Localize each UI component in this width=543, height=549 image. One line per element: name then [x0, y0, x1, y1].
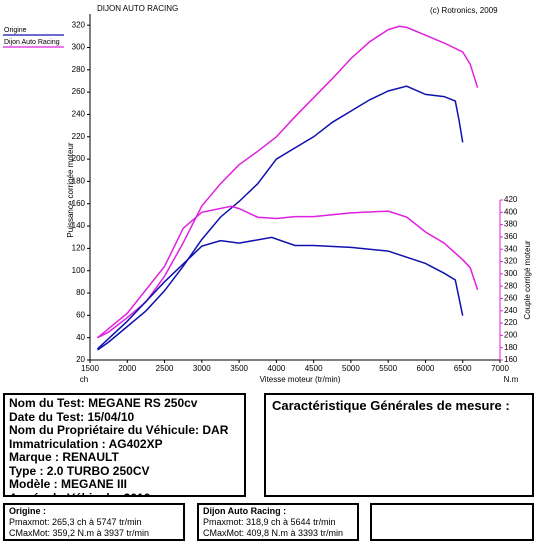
- y2-tick-label: 220: [504, 318, 518, 327]
- y2-tick-label: 380: [504, 220, 518, 229]
- info-line: Année du Véhicule: 2010: [9, 491, 240, 495]
- x-tick-label: 6500: [454, 364, 472, 373]
- x-tick-label: 1500: [81, 364, 99, 373]
- y2-tick-label: 420: [504, 195, 518, 204]
- y-tick-label: 240: [72, 110, 86, 119]
- y-axis-title: Puissance corrigée moteur: [66, 142, 75, 237]
- summary-box: Dijon Auto Racing : Pmaxmot: 318,9 ch à 5…: [197, 503, 359, 541]
- x-axis-title: Vitesse moteur (tr/min): [260, 375, 341, 384]
- summary-line: CMaxMot: 359,2 N.m à 3937 tr/min: [9, 528, 150, 538]
- y-tick-label: 200: [72, 154, 86, 163]
- measure-title: Caractéristique Générales de mesure :: [272, 398, 510, 413]
- summary-box: Origine : Pmaxmot: 265,3 ch à 5747 tr/min…: [3, 503, 185, 541]
- summary-line: Pmaxmot: 318,9 ch à 5644 tr/min: [203, 517, 336, 527]
- x-tick-label: 3500: [230, 364, 248, 373]
- y2-tick-label: 200: [504, 330, 518, 339]
- chart: DIJON AUTO RACING (c) Rotronics, 2009 Vi…: [3, 4, 532, 384]
- y-tick-label: 220: [72, 132, 86, 141]
- y-tick-label: 300: [72, 43, 86, 52]
- x-tick-label: 4000: [267, 364, 285, 373]
- info-line: Type : 2.0 TURBO 250CV: [9, 463, 150, 478]
- summary-line: Pmaxmot: 265,3 ch à 5747 tr/min: [9, 517, 142, 527]
- data-line: [97, 85, 464, 351]
- x-tick-label: 6000: [417, 364, 435, 373]
- measure-box: Caractéristique Générales de mesure :: [264, 393, 534, 497]
- chart-title: DIJON AUTO RACING: [97, 4, 178, 13]
- y-tick-label: 280: [72, 65, 86, 74]
- y-tick-label: 100: [72, 266, 86, 275]
- y-tick-label: 60: [76, 310, 85, 319]
- y-tick-label: 140: [72, 221, 86, 230]
- chart-subtitle: (c) Rotronics, 2009: [430, 6, 498, 15]
- info-line: Immatriculation : AG402XP: [9, 436, 163, 451]
- summary-title: Dijon Auto Racing :: [203, 506, 287, 516]
- y2-tick-label: 280: [504, 281, 518, 290]
- y2-tick-label: 340: [504, 244, 518, 253]
- y-tick-label: 260: [72, 87, 86, 96]
- y-tick-label: 180: [72, 177, 86, 186]
- data-line: [97, 25, 479, 339]
- y2-tick-label: 240: [504, 306, 518, 315]
- y-tick-label: 80: [76, 288, 85, 297]
- y-tick-label: 120: [72, 243, 86, 252]
- summary-line: CMaxMot: 409,8 N.m à 3393 tr/min: [203, 528, 344, 538]
- info-line: Nom du Test: MEGANE RS 250cv: [9, 396, 198, 410]
- summary-title: Origine :: [9, 506, 47, 516]
- y2-axis-title: Couple corrigé moteur: [523, 240, 532, 319]
- info-line: Nom du Propriétaire du Véhicule: DAR: [9, 423, 229, 437]
- legend-label: Dijon Auto Racing: [4, 39, 60, 46]
- y-unit: ch: [80, 375, 88, 384]
- y-tick-label: 40: [76, 333, 85, 342]
- empty-box: [370, 503, 534, 541]
- x-tick-label: 5000: [342, 364, 360, 373]
- x-tick-label: 2500: [156, 364, 174, 373]
- info-line: Date du Test: 15/04/10: [9, 409, 135, 424]
- y2-unit: N.m: [504, 375, 519, 384]
- y2-tick-label: 320: [504, 257, 518, 266]
- y-tick-label: 20: [76, 355, 85, 364]
- legend-label: Origine: [4, 27, 27, 34]
- x-tick-label: 2000: [118, 364, 136, 373]
- info-line: Modèle : MEGANE III: [9, 477, 128, 491]
- y2-tick-label: 400: [504, 207, 518, 216]
- y2-tick-label: 360: [504, 232, 518, 241]
- info-line: Marque : RENAULT: [9, 450, 119, 464]
- y2-tick-label: 300: [504, 269, 518, 278]
- y2-tick-label: 180: [504, 343, 518, 352]
- data-line: [97, 205, 479, 339]
- y2-tick-label: 260: [504, 294, 518, 303]
- x-tick-label: 7000: [491, 364, 509, 373]
- test-info: Nom du Test: MEGANE RS 250cv Date du Test…: [3, 393, 246, 497]
- x-tick-label: 5500: [379, 364, 397, 373]
- y-tick-label: 320: [72, 20, 86, 29]
- x-tick-label: 4500: [305, 364, 323, 373]
- y-tick-label: 160: [72, 199, 86, 208]
- data-line: [96, 236, 464, 350]
- x-tick-label: 3000: [193, 364, 211, 373]
- y2-tick-label: 160: [504, 355, 518, 364]
